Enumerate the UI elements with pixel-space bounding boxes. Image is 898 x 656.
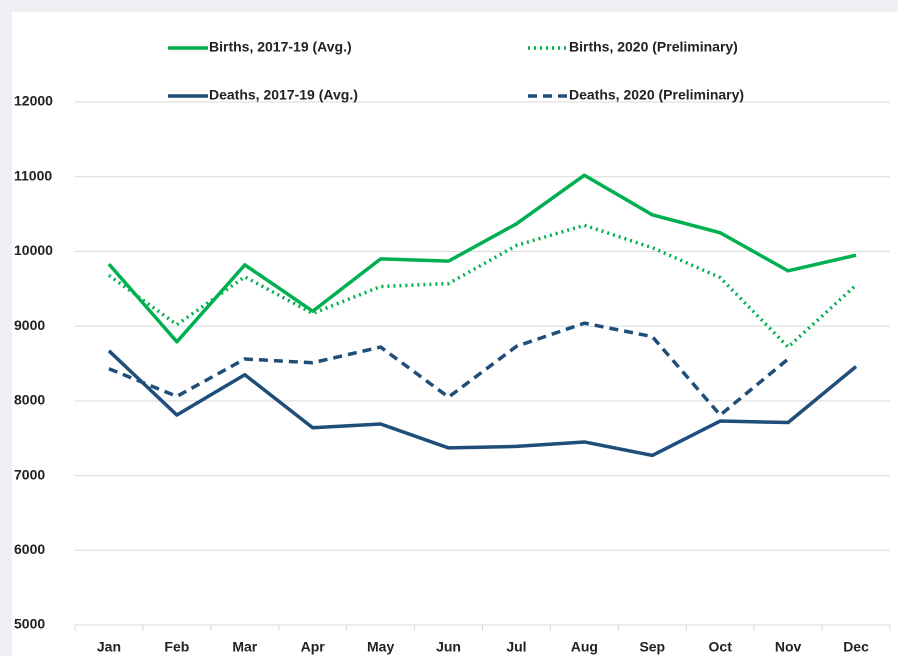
x-tick-label: Jan <box>97 639 121 655</box>
legend-label: Births, 2020 (Preliminary) <box>569 39 738 55</box>
series-line <box>107 173 857 344</box>
x-tick-label: Aug <box>571 639 598 655</box>
y-tick-label: 11000 <box>14 167 52 183</box>
x-tick-label: Sep <box>639 639 665 655</box>
y-tick-label: 12000 <box>14 93 53 109</box>
x-tick-label: May <box>367 639 394 655</box>
x-tick-label: Feb <box>164 639 189 655</box>
series-line <box>107 349 858 458</box>
x-tick-label: Mar <box>232 639 257 655</box>
y-tick-label: 5000 <box>14 616 45 632</box>
x-tick-label: Dec <box>843 639 869 655</box>
y-tick-label: 10000 <box>14 242 53 258</box>
y-tick-label: 7000 <box>14 466 45 482</box>
y-tick-label: 9000 <box>14 317 45 333</box>
x-tick-label: Jul <box>506 639 526 655</box>
legend-label: Deaths, 2017-19 (Avg.) <box>209 87 358 103</box>
chart-panel <box>12 12 898 656</box>
x-tick-label: Jun <box>436 639 461 655</box>
x-tick-label: Nov <box>775 639 802 655</box>
x-tick-label: Oct <box>709 639 733 655</box>
y-tick-label: 6000 <box>14 541 45 557</box>
legend-label: Births, 2017-19 (Avg.) <box>209 39 352 55</box>
legend-label: Deaths, 2020 (Preliminary) <box>569 87 744 103</box>
x-tick-label: Apr <box>301 639 326 655</box>
y-tick-label: 8000 <box>14 392 45 408</box>
series-line <box>108 321 790 417</box>
